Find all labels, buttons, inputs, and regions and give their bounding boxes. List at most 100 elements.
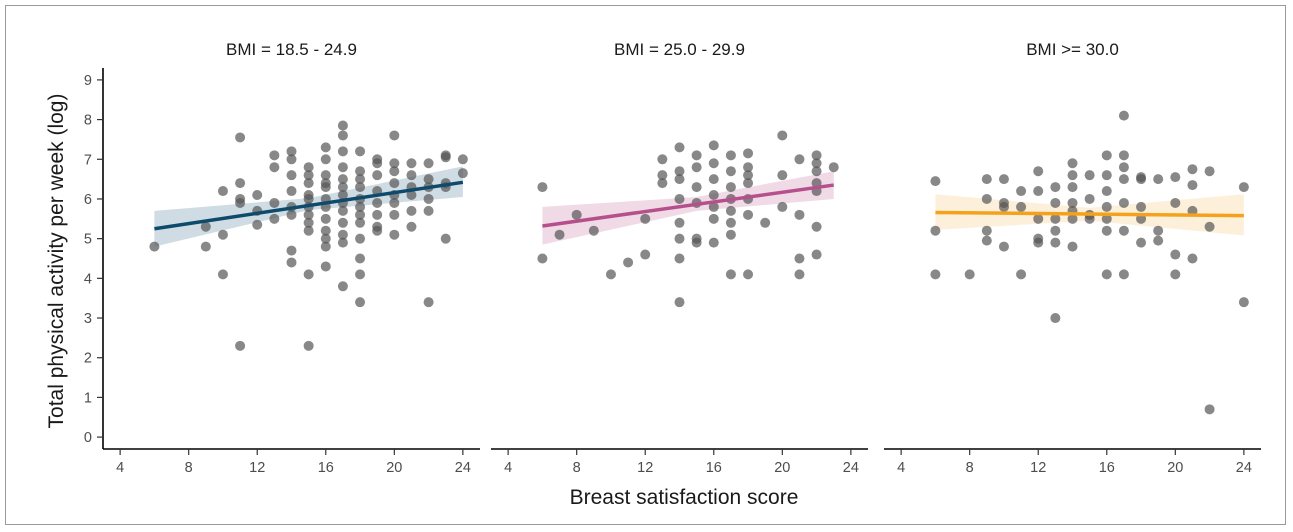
facet-panel-2: BMI = 25.0 - 29.9 4 8 12 16 20 24 (491, 40, 868, 476)
data-point (337, 237, 348, 248)
data-point (998, 201, 1009, 212)
data-point (674, 193, 685, 204)
data-point (320, 142, 331, 153)
data-point (1050, 182, 1061, 193)
data-point (605, 269, 616, 280)
data-point (286, 245, 297, 256)
data-point (355, 182, 366, 193)
data-point (337, 190, 348, 200)
data-point (320, 225, 331, 236)
data-point (1136, 174, 1147, 185)
data-point (708, 201, 719, 212)
data-point (217, 186, 228, 197)
data-point (1101, 213, 1112, 224)
x-tick-label: 12 (249, 460, 265, 476)
data-point (1050, 237, 1061, 248)
data-point (1067, 241, 1078, 252)
data-point (406, 190, 417, 200)
data-point (337, 217, 348, 228)
data-point (777, 170, 788, 181)
data-point (372, 209, 383, 220)
data-point (811, 158, 822, 169)
data-point (674, 174, 685, 185)
data-point (1050, 225, 1061, 236)
x-tick-label: 12 (1030, 460, 1046, 476)
data-point (743, 162, 754, 173)
data-point (708, 237, 719, 248)
data-point (303, 162, 314, 173)
data-point (1033, 186, 1044, 197)
y-tick-label: 2 (84, 351, 92, 367)
data-point (1033, 213, 1044, 224)
data-point (337, 229, 348, 240)
data-point (588, 225, 599, 236)
facet-label: BMI >= 30.0 (1026, 40, 1119, 59)
data-point (981, 193, 992, 204)
data-point (320, 213, 331, 224)
data-point (320, 261, 331, 272)
data-point (777, 130, 788, 141)
data-point (389, 166, 400, 177)
data-point (1101, 150, 1112, 161)
data-point (269, 197, 280, 208)
data-point (981, 235, 992, 246)
data-point (149, 241, 160, 252)
data-point (269, 213, 280, 224)
data-point (981, 174, 992, 185)
data-point (1170, 197, 1181, 208)
data-point (708, 158, 719, 169)
x-tick-label: 16 (706, 460, 722, 476)
data-point (303, 340, 314, 351)
data-point (640, 249, 651, 260)
data-point (252, 190, 263, 200)
data-point (1067, 197, 1078, 208)
data-point (355, 174, 366, 185)
data-point (423, 205, 434, 216)
data-point (355, 297, 366, 308)
data-point (1067, 182, 1078, 193)
data-point (640, 213, 651, 224)
data-point (423, 297, 434, 308)
data-point (571, 209, 582, 220)
data-point (1067, 213, 1078, 224)
data-point (372, 225, 383, 236)
data-point (303, 217, 314, 228)
data-point (691, 237, 702, 248)
data-point (355, 233, 366, 244)
data-point (286, 146, 297, 157)
data-point (708, 213, 719, 224)
data-point (794, 269, 805, 280)
data-point (743, 148, 754, 159)
y-tick-label: 0 (84, 430, 92, 446)
data-point (303, 269, 314, 280)
data-point (440, 152, 451, 163)
y-tick-label: 1 (84, 390, 92, 406)
data-point (217, 229, 228, 240)
data-point (811, 249, 822, 260)
data-point (1170, 249, 1181, 260)
data-point (372, 197, 383, 208)
data-point (389, 209, 400, 220)
data-point (1050, 213, 1061, 224)
data-point (743, 170, 754, 181)
data-point (303, 193, 314, 204)
data-point (320, 233, 331, 244)
data-point (708, 140, 719, 151)
data-point (725, 150, 736, 161)
data-point (760, 217, 771, 228)
x-tick-label: 24 (1236, 460, 1252, 476)
data-point (1118, 162, 1129, 173)
data-point (1118, 225, 1129, 236)
data-point (794, 253, 805, 264)
data-point (691, 150, 702, 161)
data-point (286, 154, 297, 165)
data-point (725, 217, 736, 228)
data-point (708, 174, 719, 185)
data-point (440, 233, 451, 244)
data-point (1084, 170, 1095, 181)
data-point (355, 166, 366, 177)
data-point (691, 162, 702, 173)
data-point (1118, 150, 1129, 161)
data-point (235, 132, 246, 143)
